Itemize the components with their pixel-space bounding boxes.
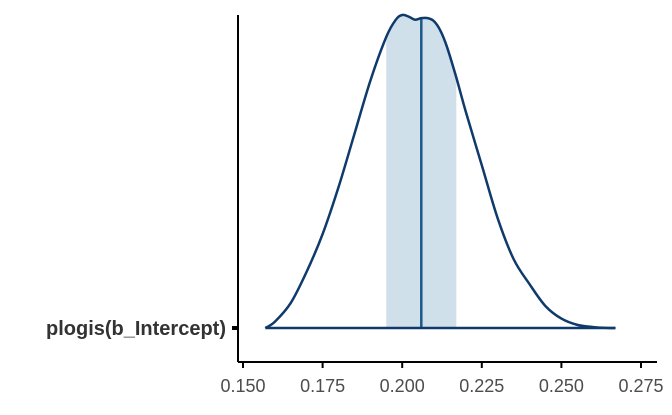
- axis-layer: plogis(b_Intercept): [46, 15, 657, 363]
- x-tick-layer: 0.150 0.175 0.200 0.225 0.250 0.275: [220, 362, 664, 396]
- x-tick-label: 0.225: [459, 376, 504, 396]
- x-tick-label: 0.175: [300, 376, 345, 396]
- x-tick-label: 0.150: [220, 376, 265, 396]
- x-tick-label: 0.275: [618, 376, 663, 396]
- y-tick-label: plogis(b_Intercept): [46, 318, 226, 340]
- interval-layer: [386, 15, 457, 329]
- density-curve-layer: [264, 13, 616, 330]
- density-curve: [264, 13, 616, 330]
- x-tick-label: 0.250: [539, 376, 584, 396]
- x-tick-label: 0.200: [380, 376, 425, 396]
